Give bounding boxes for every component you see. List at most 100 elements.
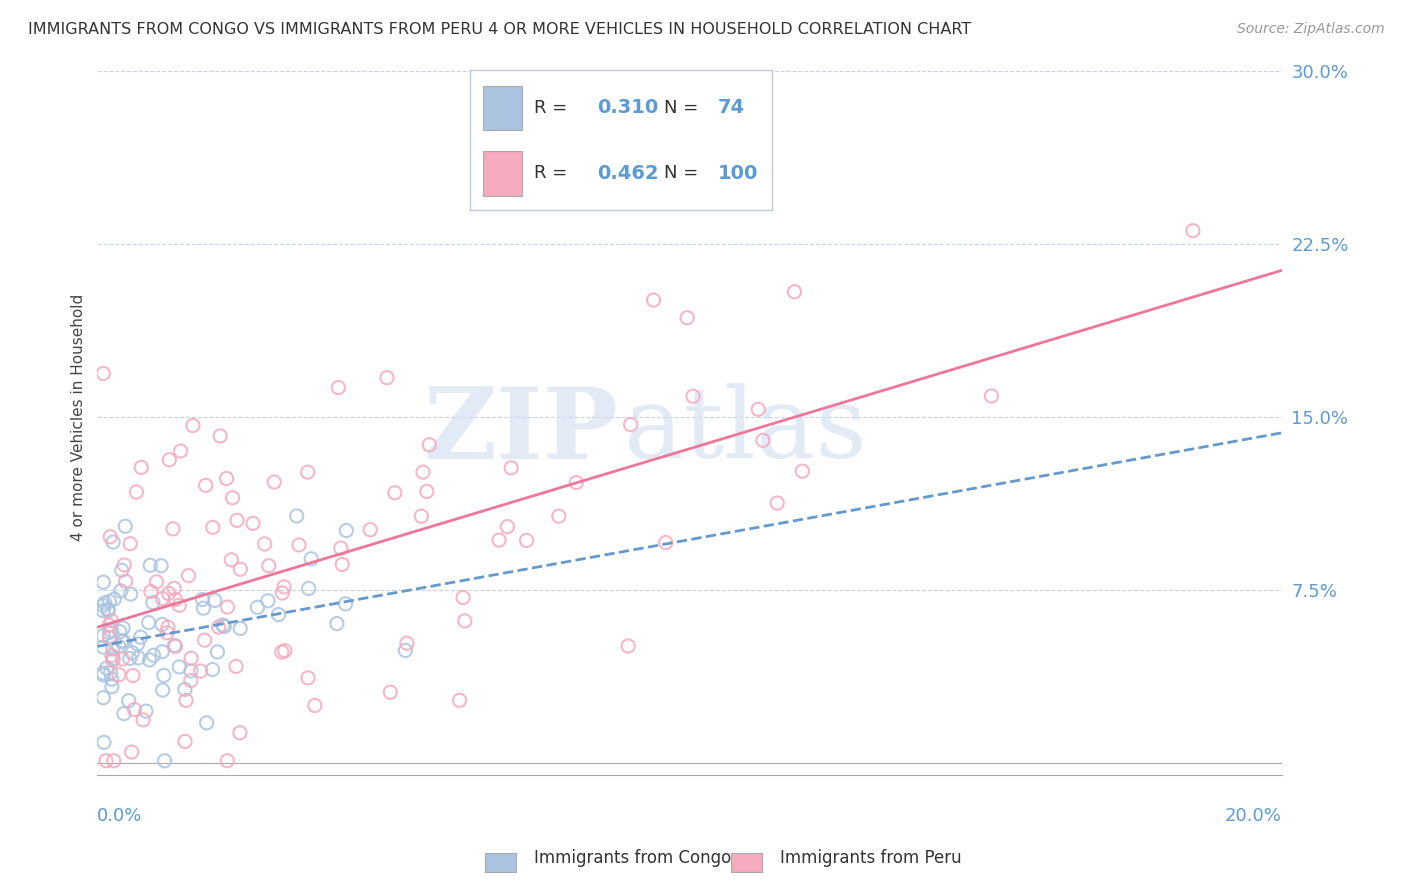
Point xyxy=(121,745,143,759)
Point xyxy=(395,636,418,650)
Point xyxy=(145,574,167,589)
Point xyxy=(449,693,471,707)
Point xyxy=(217,600,239,615)
Point xyxy=(163,639,186,653)
Point xyxy=(752,434,775,448)
Point xyxy=(359,523,381,537)
Point xyxy=(150,617,173,632)
Point xyxy=(98,594,121,608)
Point xyxy=(129,630,152,644)
Point xyxy=(335,597,357,611)
Point xyxy=(194,633,217,648)
Point xyxy=(111,634,134,648)
Point xyxy=(285,508,308,523)
Point xyxy=(156,620,179,634)
Text: Immigrants from Congo: Immigrants from Congo xyxy=(534,849,731,867)
Point xyxy=(747,402,769,417)
Point xyxy=(191,592,214,607)
Point xyxy=(122,668,145,682)
Point xyxy=(150,645,173,659)
Point xyxy=(165,640,187,654)
Point xyxy=(193,601,215,615)
Point xyxy=(169,599,191,613)
Point xyxy=(98,631,121,645)
Point xyxy=(297,465,319,479)
Y-axis label: 4 or more Vehicles in Household: 4 or more Vehicles in Household xyxy=(72,293,86,541)
Point xyxy=(157,586,180,600)
Point xyxy=(165,592,187,607)
Point xyxy=(100,614,122,628)
Point xyxy=(257,593,280,607)
Point xyxy=(792,464,814,478)
Point xyxy=(162,522,184,536)
Point xyxy=(132,713,155,727)
Point xyxy=(100,665,122,680)
Point xyxy=(108,624,131,639)
Point xyxy=(180,664,202,678)
Point xyxy=(229,622,252,636)
Point xyxy=(107,640,129,654)
Point xyxy=(211,618,233,632)
Point xyxy=(111,563,134,577)
Point xyxy=(180,673,202,688)
Point xyxy=(100,624,122,638)
Point xyxy=(127,637,149,651)
Point xyxy=(207,645,229,659)
Point xyxy=(139,558,162,573)
Point xyxy=(128,651,150,665)
Point xyxy=(335,524,357,538)
Point xyxy=(329,541,352,556)
Point xyxy=(304,698,326,713)
Text: atlas: atlas xyxy=(624,384,868,479)
Point xyxy=(980,389,1002,403)
Point xyxy=(108,667,131,681)
Point xyxy=(111,652,134,666)
Point xyxy=(91,668,114,682)
Point xyxy=(91,640,114,654)
Point xyxy=(418,438,440,452)
Point xyxy=(225,659,247,673)
Point xyxy=(91,604,114,618)
Point xyxy=(274,643,297,657)
Point xyxy=(173,682,195,697)
Text: IMMIGRANTS FROM CONGO VS IMMIGRANTS FROM PERU 4 OR MORE VEHICLES IN HOUSEHOLD CO: IMMIGRANTS FROM CONGO VS IMMIGRANTS FROM… xyxy=(28,22,972,37)
Point xyxy=(142,648,165,663)
Point xyxy=(101,648,124,663)
Point xyxy=(135,704,157,718)
Point xyxy=(201,520,224,534)
Point xyxy=(229,562,252,576)
Point xyxy=(138,615,160,630)
Point xyxy=(118,651,141,665)
Point xyxy=(129,460,152,475)
Point xyxy=(766,496,789,510)
Point xyxy=(195,715,218,730)
Point xyxy=(152,591,174,606)
Point xyxy=(181,418,204,433)
Point xyxy=(273,580,295,594)
Point xyxy=(101,680,124,694)
Point xyxy=(412,465,434,479)
Point xyxy=(488,533,510,547)
Point xyxy=(114,574,136,589)
Point xyxy=(215,471,238,485)
Point xyxy=(547,509,569,524)
Point xyxy=(169,660,191,674)
Point xyxy=(97,604,120,618)
Point xyxy=(91,367,114,381)
Point xyxy=(565,475,588,490)
Point xyxy=(267,607,290,622)
Point xyxy=(98,618,121,632)
Point xyxy=(94,754,117,768)
Point xyxy=(101,651,124,665)
Point xyxy=(112,706,135,721)
Point xyxy=(103,592,125,607)
Point xyxy=(91,666,114,681)
Point xyxy=(112,558,135,572)
Point xyxy=(501,460,523,475)
Point xyxy=(201,663,224,677)
Point xyxy=(217,754,239,768)
Point xyxy=(229,726,252,740)
Point xyxy=(194,478,217,492)
Point xyxy=(330,558,353,572)
Point xyxy=(91,599,114,613)
